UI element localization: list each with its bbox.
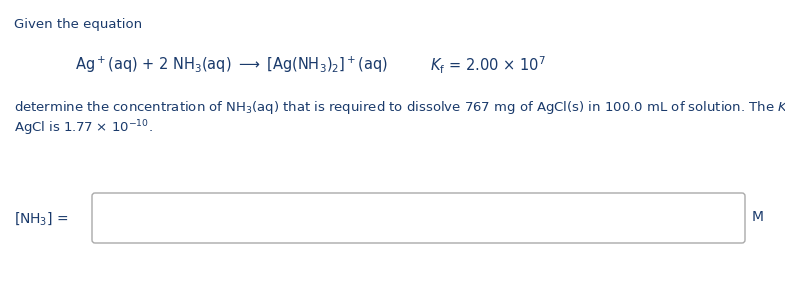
FancyBboxPatch shape: [92, 193, 745, 243]
Text: [NH$_3$] =: [NH$_3$] =: [14, 210, 68, 227]
Text: M: M: [752, 210, 764, 224]
Text: determine the concentration of NH$_3$(aq) that is required to dissolve 767 mg of: determine the concentration of NH$_3$(aq…: [14, 100, 785, 118]
Text: AgCl is 1.77 $\times$ 10$^{-10}$.: AgCl is 1.77 $\times$ 10$^{-10}$.: [14, 118, 153, 138]
Text: Ag$^+$(aq) + 2 NH$_3$(aq) $\longrightarrow$ [Ag(NH$_3$)$_2$]$^+$(aq): Ag$^+$(aq) + 2 NH$_3$(aq) $\longrightarr…: [75, 55, 388, 75]
Text: Given the equation: Given the equation: [14, 18, 142, 31]
Text: $\mathit{K}_\mathrm{f}$ = 2.00 $\times$ 10$^7$: $\mathit{K}_\mathrm{f}$ = 2.00 $\times$ …: [430, 55, 546, 76]
